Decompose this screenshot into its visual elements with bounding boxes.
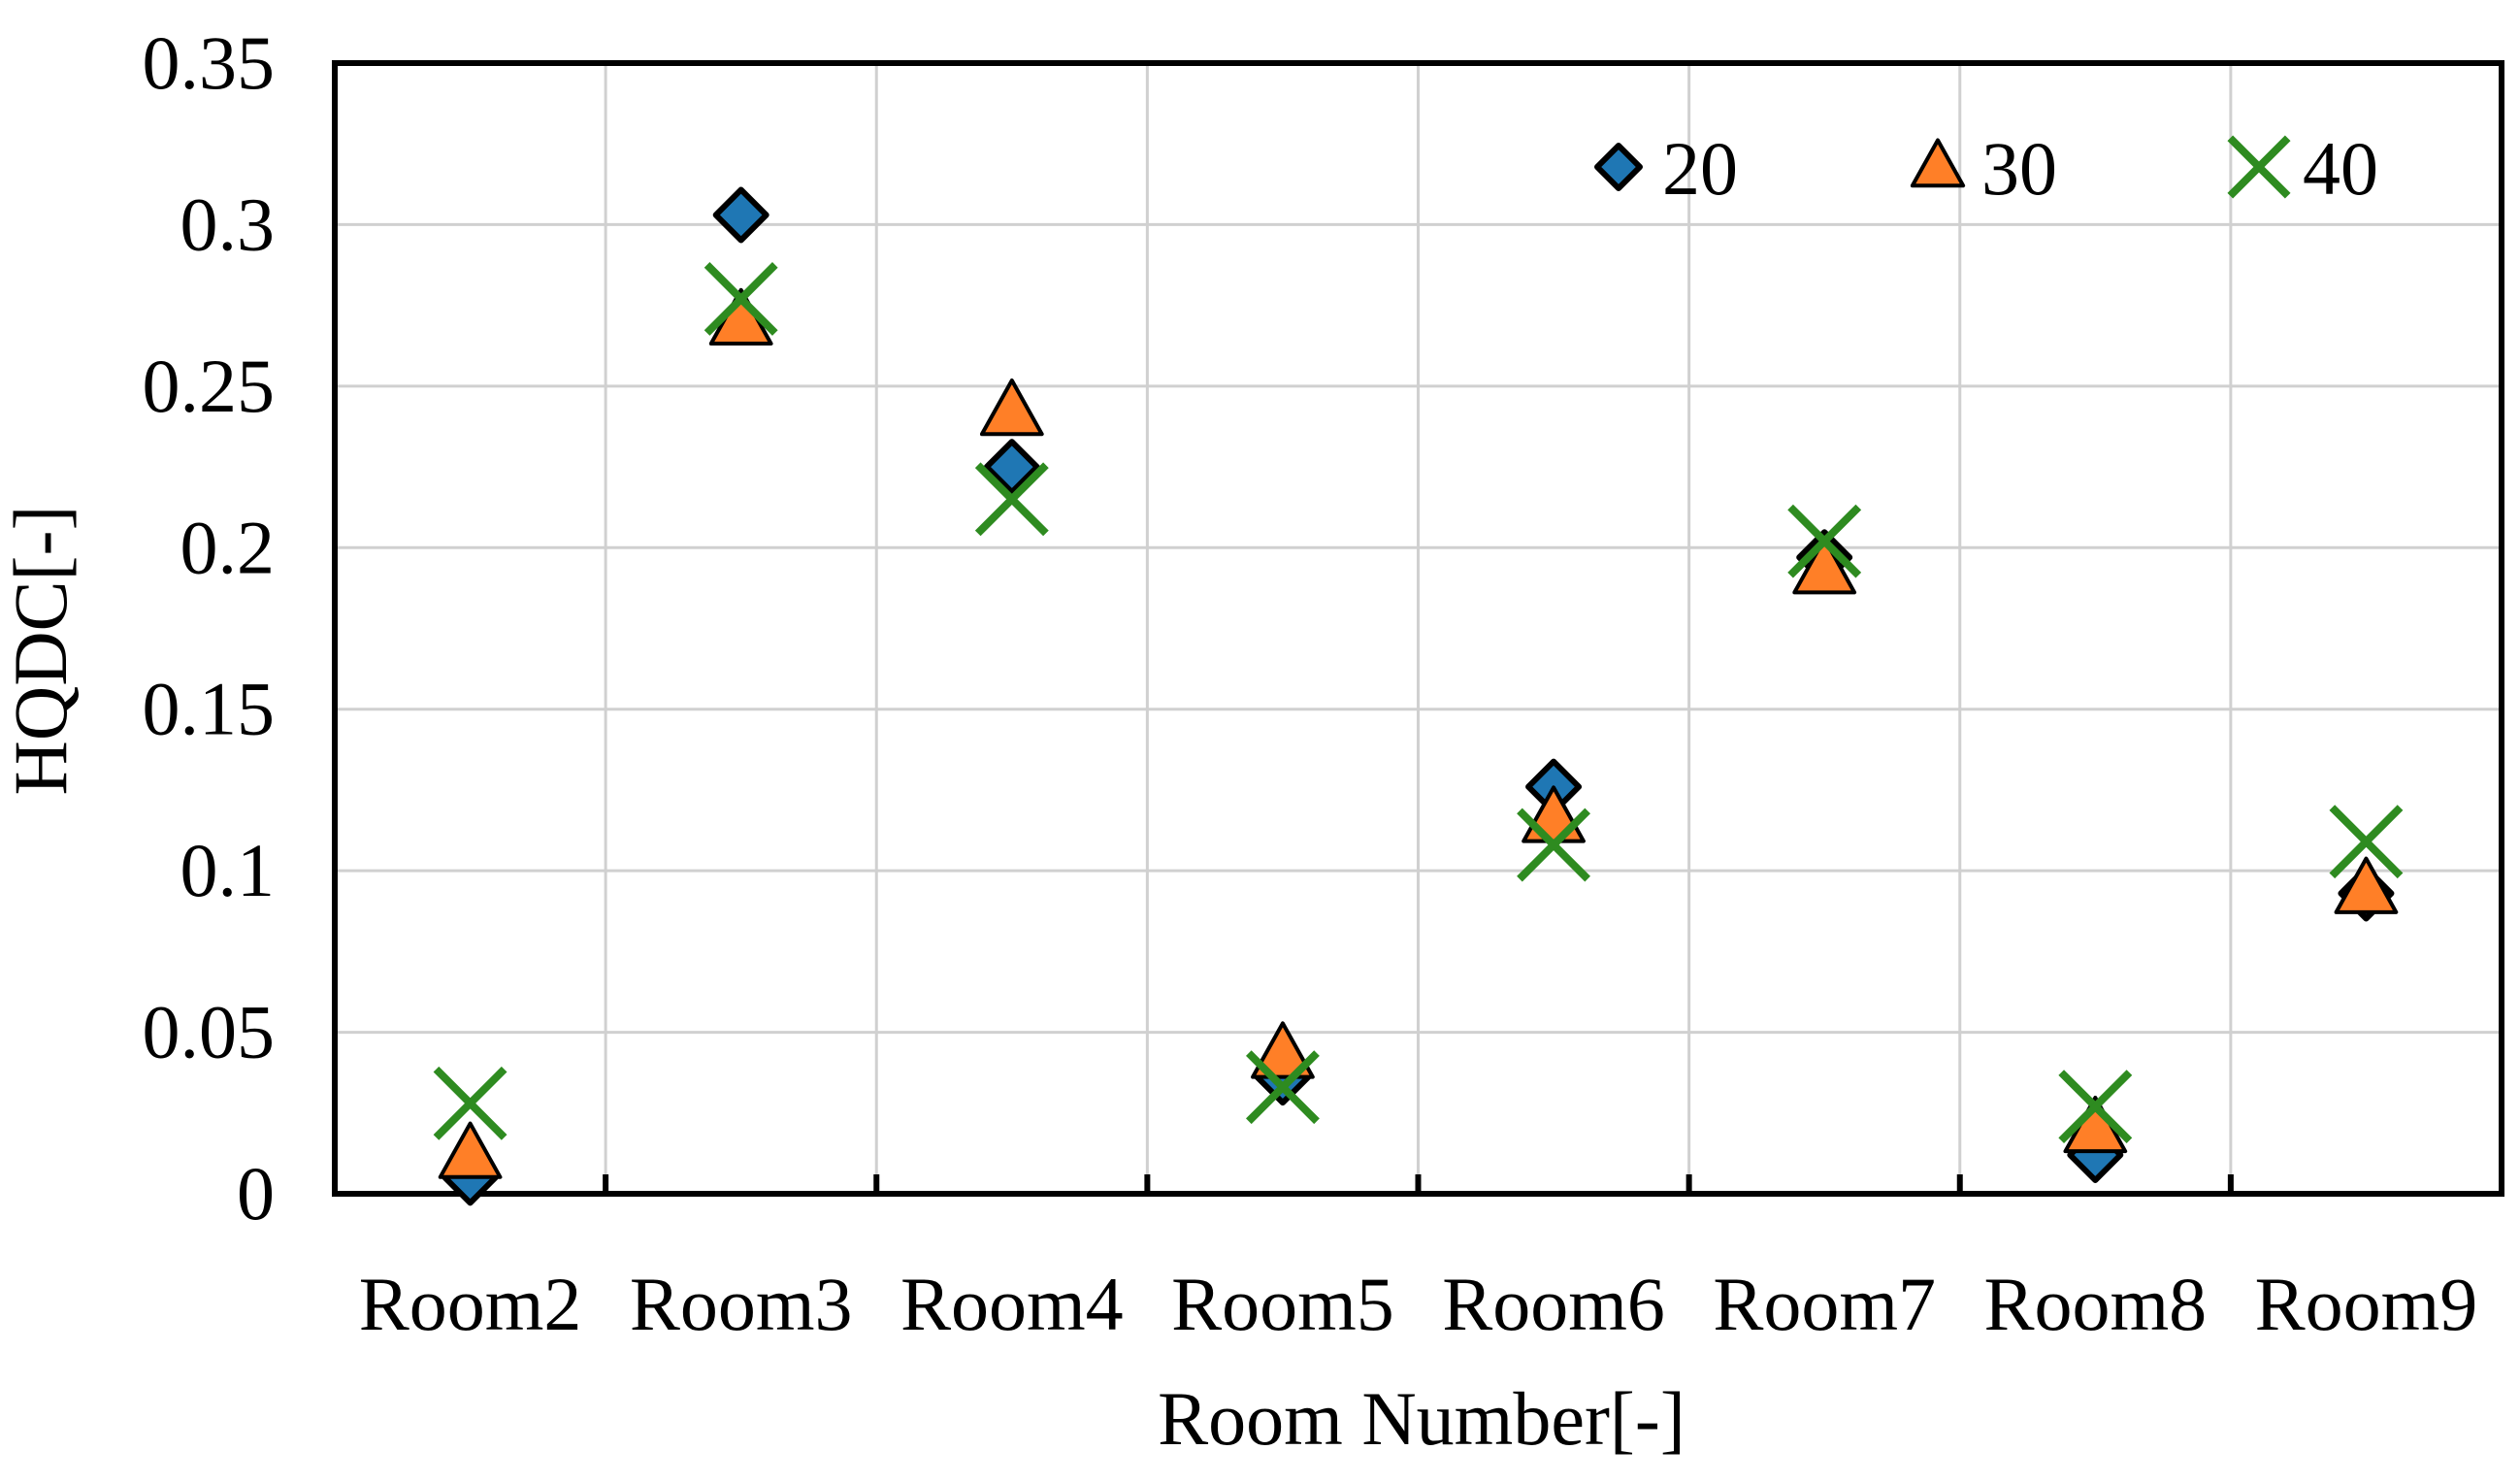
x-tick-label: Room8 <box>1983 1262 2207 1346</box>
data-point-series-40 <box>2058 1070 2133 1144</box>
y-axis-label: HQDC[-] <box>0 506 82 796</box>
gridlines <box>335 63 2502 1194</box>
y-tick-label: 0.2 <box>180 505 276 589</box>
y-tick-label: 0 <box>237 1151 275 1236</box>
y-tick-label: 0.3 <box>180 181 276 266</box>
data-point-series-40 <box>704 262 778 336</box>
y-tick-label: 0.35 <box>143 20 276 105</box>
data-point-series-40 <box>2329 805 2404 879</box>
data-points <box>433 186 2404 1206</box>
data-point-series-30 <box>979 378 1044 437</box>
data-point-series-20 <box>983 439 1040 496</box>
x-tick-label: Room3 <box>630 1262 853 1346</box>
y-tick-label: 0.15 <box>143 667 276 751</box>
data-point-series-30 <box>1522 785 1586 843</box>
x-tick-label: Room6 <box>1442 1262 1665 1346</box>
data-point-series-40 <box>1787 504 1862 578</box>
y-tick-label: 0.05 <box>143 990 276 1074</box>
x-tick-label: Room2 <box>359 1262 582 1346</box>
x-tick-label: Room5 <box>1171 1262 1394 1346</box>
data-point-series-20 <box>712 186 769 244</box>
x-tick-label: Room4 <box>900 1262 1124 1346</box>
legend-marker-30 <box>1910 138 1966 188</box>
data-point-series-30 <box>2334 856 2399 914</box>
legend-label: 30 <box>1981 126 2057 211</box>
legend-label: 20 <box>1662 126 1738 211</box>
data-point-series-30 <box>438 1121 503 1179</box>
data-point-series-30 <box>1251 1021 1315 1079</box>
data-point-series-40 <box>974 462 1049 537</box>
data-point-series-40 <box>1517 807 1590 882</box>
data-point-series-30 <box>1792 537 1857 595</box>
legend-label: 40 <box>2303 126 2378 211</box>
x-tick-label: Room9 <box>2255 1262 2478 1346</box>
data-point-series-40 <box>433 1066 507 1140</box>
axes: 0 0.05 0.1 0.15 0.2 0.25 0.3 0.35 Room2 Room3 Room… <box>143 20 2504 1346</box>
y-tick-label: 0.1 <box>180 828 276 912</box>
data-point-series-40 <box>1246 1050 1320 1125</box>
x-axis-label: Room Number[-] <box>1158 1376 1685 1461</box>
legend: 20 30 40 <box>1594 126 2378 211</box>
x-tick-label: Room7 <box>1713 1262 1936 1346</box>
legend-marker-20 <box>1594 143 1643 191</box>
legend-marker-40 <box>2227 135 2291 199</box>
y-tick-label: 0.25 <box>143 344 276 428</box>
